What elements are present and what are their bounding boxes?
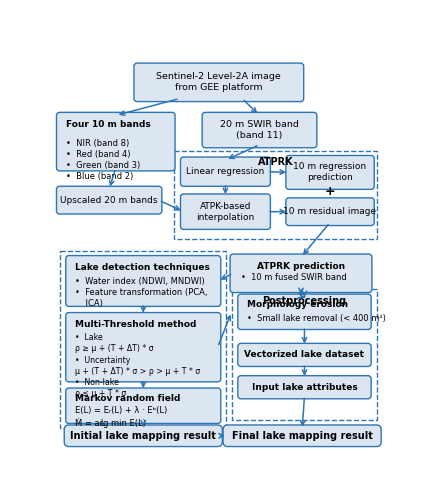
Text: +: + (324, 185, 334, 198)
Text: •  Water index (NDWI, MNDWI)
•  Feature transformation (PCA,
    ICA): • Water index (NDWI, MNDWI) • Feature tr… (75, 277, 207, 308)
FancyBboxPatch shape (222, 425, 380, 446)
Text: Final lake mapping result: Final lake mapping result (231, 431, 372, 441)
FancyBboxPatch shape (201, 112, 316, 148)
FancyBboxPatch shape (64, 425, 222, 446)
Bar (60, 251, 226, 428)
FancyBboxPatch shape (285, 156, 373, 190)
Text: E(L) = Eᵣ(L) + λ · Eᵇ(L)
Ṁ = arg min E(L): E(L) = Eᵣ(L) + λ · Eᵇ(L) Ṁ = arg min E(L… (75, 406, 167, 428)
FancyBboxPatch shape (237, 294, 370, 330)
FancyBboxPatch shape (180, 157, 270, 186)
Text: L: L (100, 419, 104, 428)
FancyBboxPatch shape (285, 198, 373, 226)
FancyBboxPatch shape (180, 194, 270, 230)
Text: 10 m regression
prediction: 10 m regression prediction (293, 162, 366, 182)
FancyBboxPatch shape (237, 376, 370, 399)
Text: Vectorized lake dataset: Vectorized lake dataset (244, 350, 364, 360)
Text: Markov random field: Markov random field (75, 394, 180, 402)
Bar (231, 290, 377, 420)
Text: ATPRK prediction: ATPRK prediction (256, 262, 344, 271)
FancyBboxPatch shape (66, 312, 220, 382)
Text: •  Lake
ρ ≥ μ + (T + ΔT) * σ
•  Uncertainty
μ + (T + ΔT) * σ > ρ > μ + T * σ
•  : • Lake ρ ≥ μ + (T + ΔT) * σ • Uncertaint… (75, 334, 200, 398)
Text: Upscaled 20 m bands: Upscaled 20 m bands (60, 196, 158, 204)
Text: ATPRK: ATPRK (257, 157, 293, 167)
FancyBboxPatch shape (237, 344, 370, 366)
Text: •  NIR (band 8)
•  Red (band 4)
•  Green (band 3)
•  Blue (band 2): • NIR (band 8) • Red (band 4) • Green (b… (66, 138, 140, 181)
FancyBboxPatch shape (66, 388, 220, 424)
Text: Multi-Threshold method: Multi-Threshold method (75, 320, 196, 328)
FancyBboxPatch shape (56, 112, 175, 171)
Bar (174, 151, 377, 240)
Text: ATPK-based
interpolation: ATPK-based interpolation (196, 202, 254, 222)
Text: 20 m SWIR band
(band 11): 20 m SWIR band (band 11) (219, 120, 298, 140)
FancyBboxPatch shape (56, 186, 161, 214)
Text: Input lake attributes: Input lake attributes (251, 383, 357, 392)
Text: Linear regression: Linear regression (186, 167, 264, 176)
Text: Lake detection techniques: Lake detection techniques (75, 264, 210, 272)
FancyBboxPatch shape (134, 63, 303, 102)
Text: •  10 m fused SWIR band: • 10 m fused SWIR band (240, 274, 346, 282)
Text: Sentinel-2 Level-2A image
from GEE platform: Sentinel-2 Level-2A image from GEE platf… (156, 72, 281, 92)
Text: Morphology erosion: Morphology erosion (247, 300, 348, 310)
Text: •  Small lake removal (< 400 m²): • Small lake removal (< 400 m²) (247, 314, 385, 323)
FancyBboxPatch shape (66, 256, 220, 306)
Text: 10 m residual image: 10 m residual image (283, 207, 376, 216)
Text: Four 10 m bands: Four 10 m bands (66, 120, 150, 129)
Text: Initial lake mapping result: Initial lake mapping result (70, 431, 216, 441)
FancyBboxPatch shape (230, 254, 371, 292)
Text: Postprocessing: Postprocessing (262, 296, 346, 306)
